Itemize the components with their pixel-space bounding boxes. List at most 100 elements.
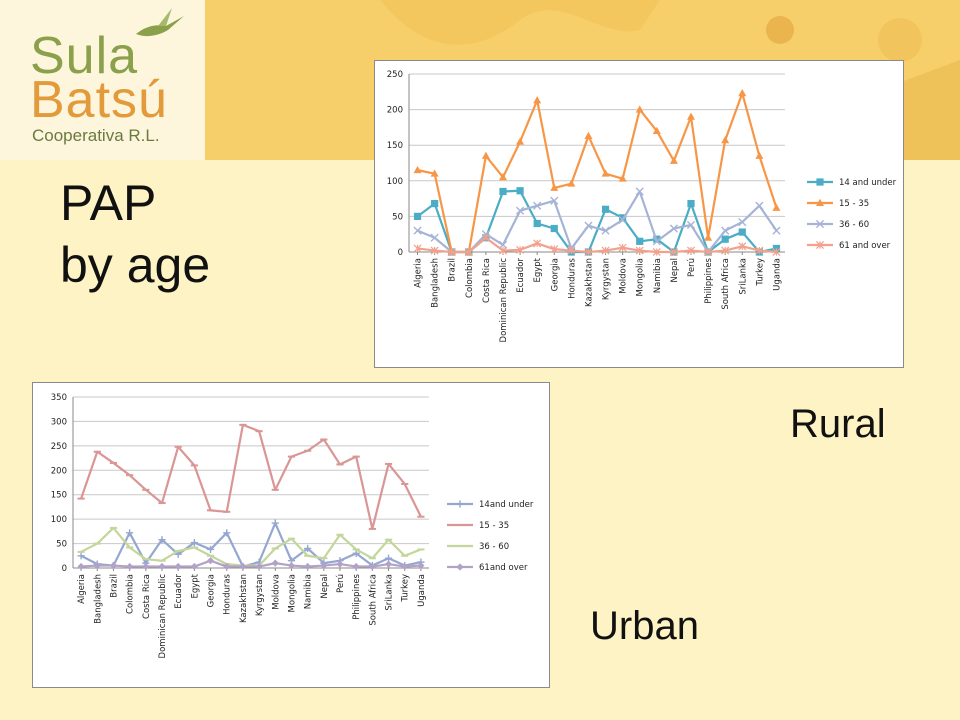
rural-data-point [431,199,439,208]
rural-data-point [567,179,576,187]
rural-data-point [413,244,422,253]
rural-data-point [738,218,747,227]
rural-data-point [687,112,695,120]
rural-data-point [772,226,781,235]
rural-x-tick-label: Namibia [653,258,663,293]
rural-legend-marker [816,198,824,206]
rural-x-tick-label: Colombia [465,258,475,298]
rural-x-tick-label: Algeria [414,258,424,288]
urban-data-point [304,544,312,553]
urban-legend-label: 15 - 35 [479,521,509,531]
slide-title: PAP by age [60,172,210,296]
urban-data-point [206,545,215,554]
slide-title-line-2: by age [60,237,211,293]
urban-x-tick-label: Nepal [320,574,330,599]
urban-data-point [142,562,150,571]
rural-data-point [601,169,610,177]
urban-data-point [352,562,360,571]
rural-data-point [413,212,422,220]
urban-y-tick-label: 300 [51,417,67,427]
rural-data-point [447,247,456,257]
rural-data-point [481,151,490,159]
rural-data-point [516,245,525,254]
rural-data-point [635,187,644,196]
rural-data-point [618,243,627,252]
rural-data-point [584,131,593,139]
urban-legend-label: 61and over [479,563,528,573]
rural-data-point [499,173,507,181]
rural-data-point [738,242,747,251]
rural-data-point [686,220,696,230]
urban-x-tick-label: SriLanka [385,574,395,611]
rural-legend-marker [815,240,825,250]
urban-x-tick-label: Uganda [417,574,427,607]
rural-data-point [772,203,781,211]
urban-data-point [93,561,101,570]
urban-x-tick-label: Colombia [126,574,136,614]
urban-x-tick-label: Ecuador [174,573,184,608]
urban-y-tick-label: 100 [51,515,67,525]
rural-data-point [550,224,558,233]
rural-data-point [464,247,473,257]
rural-series-line [417,92,778,254]
rural-series-line [417,190,778,254]
rural-series-4 [413,233,781,257]
rural-data-point [516,187,524,195]
rural-x-tick-label: Perú [687,258,697,277]
rural-data-point [635,105,644,113]
hummingbird-icon [136,8,184,37]
rural-x-tick-label: Mongolia [636,258,646,296]
urban-data-point [336,560,344,568]
rural-label: Rural [790,402,886,446]
rural-data-point [687,199,695,208]
rural-x-tick-label: Philippines [704,257,714,303]
urban-x-tick-label: Perú [336,574,346,593]
urban-x-tick-label: Mongolia [287,574,297,612]
rural-x-tick-label: South Africa [721,258,731,310]
urban-data-point [271,559,279,567]
rural-data-point [738,89,747,97]
urban-data-point [223,562,231,571]
slide-title-line-1: PAP [60,175,157,231]
rural-data-point [755,201,764,210]
rural-data-point [636,237,644,245]
urban-x-tick-label: Honduras [223,573,233,614]
rural-series-2 [413,89,781,255]
rural-x-tick-label: Egypt [533,257,543,282]
urban-label: Urban [590,604,699,648]
rural-data-point [618,215,627,225]
urban-series-line [80,521,422,568]
rural-series-3 [413,187,781,257]
urban-data-point [158,536,166,544]
logo-line-1: Sula [30,27,139,85]
rural-x-tick-label: Kazakhstan [584,258,594,307]
urban-data-point [126,529,134,537]
rural-x-tick-label: Bangladesh [431,258,441,308]
rural-data-point [738,228,746,236]
rural-data-point [498,246,508,255]
rural-data-point [499,187,507,196]
rural-data-point [704,247,713,257]
rural-data-point [669,224,679,233]
rural-data-point [533,219,541,228]
rural-x-tick-label: SriLanka [738,258,748,295]
rural-data-point [430,246,439,255]
urban-x-tick-label: Georgia [207,574,217,607]
rural-x-tick-label: Costa Rica [482,258,492,303]
urban-data-point [223,529,231,537]
rural-data-point [652,237,661,246]
urban-legend-marker [456,563,464,571]
rural-data-point [584,247,593,257]
rural-data-point [721,235,729,243]
rural-chart: 0 50 100 150 200 250 Algeria Bangladesh Brazil Co… [374,60,904,368]
urban-data-point [190,562,198,571]
urban-y-tick-label: 200 [51,466,67,476]
urban-x-tick-label: Algeria [77,574,87,604]
rural-series-line [417,236,777,254]
urban-x-tick-label: Moldova [271,574,281,610]
urban-y-tick-label: 50 [56,540,67,550]
urban-legend-marker [456,500,464,508]
rural-data-point [550,183,559,191]
urban-legend: 14and under 15 - 35 36 - 60 61and over [447,500,534,573]
